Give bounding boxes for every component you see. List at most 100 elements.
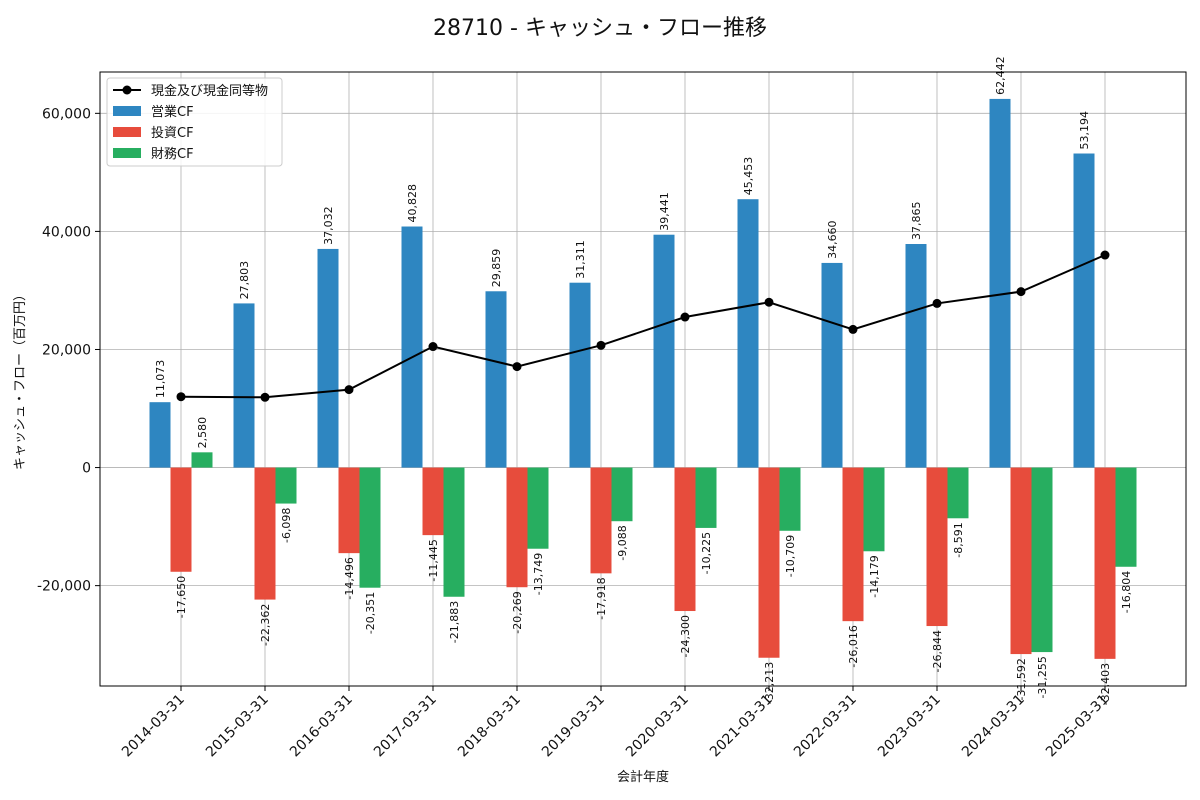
cash-point[interactable]: [764, 297, 774, 307]
y-axis-label: キャッシュ・フロー（百万円）: [13, 288, 28, 470]
x-tick-label: 2023-03-31: [875, 692, 944, 761]
bar-営業CF[interactable]: [149, 402, 171, 468]
bar-財務CF[interactable]: [275, 467, 297, 504]
cash-line-path: [180, 254, 1106, 399]
bar-value-label: -26,016: [847, 625, 860, 667]
bar-投資CF[interactable]: [1010, 467, 1032, 655]
bar-投資CF[interactable]: [758, 467, 780, 658]
data-labels: 11,073 27,803 37,032 40,828 29,859 31,311 39,4…: [154, 56, 1133, 705]
cash-point[interactable]: [596, 340, 606, 350]
bar-value-label: 37,032: [322, 206, 335, 245]
cash-point[interactable]: [1100, 250, 1110, 260]
bar-営業CF[interactable]: [401, 226, 423, 468]
bar-投資CF[interactable]: [338, 467, 360, 554]
bar-value-label: -9,088: [616, 525, 629, 560]
bar-投資CF[interactable]: [506, 467, 528, 588]
bar-財務CF[interactable]: [191, 452, 213, 468]
bar-value-label: -14,179: [868, 555, 881, 597]
bar-財務CF[interactable]: [611, 467, 633, 522]
y-tick-label: 20,000: [42, 342, 91, 358]
bar-営業CF[interactable]: [989, 98, 1011, 468]
bar-value-label: 34,660: [826, 220, 839, 259]
x-tick-label: 2016-03-31: [287, 692, 356, 761]
bar-value-label: -17,650: [175, 576, 188, 618]
bar-value-label: -31,255: [1036, 656, 1049, 698]
bar-value-label: 62,442: [994, 56, 1007, 95]
x-tick-label: 2022-03-31: [791, 692, 860, 761]
bar-営業CF[interactable]: [233, 303, 255, 468]
bar-value-label: -21,883: [448, 601, 461, 643]
bar-投資CF[interactable]: [674, 467, 696, 612]
bar-投資CF[interactable]: [422, 467, 444, 536]
bar-value-label: -32,213: [763, 662, 776, 704]
bar-財務CF[interactable]: [359, 467, 381, 588]
bar-value-label: -20,351: [364, 592, 377, 634]
bar-財務CF[interactable]: [1031, 467, 1053, 653]
bar-財務CF[interactable]: [1115, 467, 1137, 567]
bar-投資CF[interactable]: [842, 467, 864, 622]
cash-point[interactable]: [932, 298, 942, 308]
plot-frame: [99, 71, 1187, 687]
cash-point[interactable]: [260, 392, 270, 402]
bar-財務CF[interactable]: [779, 467, 801, 531]
cash-point[interactable]: [1016, 287, 1026, 297]
bar-財務CF[interactable]: [443, 467, 465, 597]
x-tick-label: 2025-03-31: [1043, 692, 1112, 761]
bar-財務CF[interactable]: [863, 467, 885, 552]
bar-value-label: -16,804: [1120, 571, 1133, 613]
bar-投資CF[interactable]: [590, 467, 612, 574]
bar-value-label: -24,300: [679, 615, 692, 657]
bar-value-label: 2,580: [196, 417, 209, 449]
bar-value-label: -13,749: [532, 553, 545, 595]
bar-value-label: -17,918: [595, 577, 608, 619]
bar-投資CF[interactable]: [1094, 467, 1116, 659]
x-tick-label: 2020-03-31: [623, 692, 692, 761]
x-tick-label: 2017-03-31: [371, 692, 440, 761]
bar-財務CF[interactable]: [527, 467, 549, 549]
legend-label: 財務CF: [151, 147, 194, 162]
bar-営業CF[interactable]: [653, 234, 675, 468]
bar-value-label: -11,445: [427, 539, 440, 581]
legend-label: 営業CF: [151, 104, 194, 120]
bar-営業CF[interactable]: [485, 291, 507, 468]
bar-投資CF[interactable]: [254, 467, 276, 600]
legend-swatch: [113, 127, 141, 137]
bar-営業CF[interactable]: [317, 248, 339, 468]
bar-営業CF[interactable]: [1073, 153, 1095, 468]
bar-value-label: -10,709: [784, 535, 797, 577]
bar-財務CF[interactable]: [695, 467, 717, 528]
bar-営業CF[interactable]: [737, 199, 759, 468]
legend-swatch: [113, 106, 141, 116]
bar-投資CF[interactable]: [170, 467, 192, 572]
legend-marker: [122, 85, 132, 95]
bar-value-label: 53,194: [1078, 111, 1091, 150]
bar-value-label: -31,592: [1015, 658, 1028, 700]
legend-swatch: [113, 148, 141, 158]
bar-value-label: 27,803: [238, 261, 251, 300]
cash-point[interactable]: [428, 342, 438, 352]
bar-value-label: -20,269: [511, 591, 524, 633]
cash-point[interactable]: [344, 385, 354, 395]
bar-value-label: -26,844: [931, 630, 944, 672]
x-tick-label: 2014-03-31: [119, 692, 188, 761]
bar-value-label: 29,859: [490, 249, 503, 288]
cash-point[interactable]: [512, 362, 522, 372]
x-axis-label: 会計年度: [617, 769, 669, 785]
y-tick-label: 0: [82, 461, 91, 477]
bar-営業CF[interactable]: [821, 262, 843, 468]
y-tick-label: 40,000: [42, 224, 91, 240]
bar-営業CF[interactable]: [905, 244, 927, 468]
cash-point[interactable]: [680, 312, 690, 322]
cash-point[interactable]: [176, 392, 186, 402]
bar-営業CF[interactable]: [569, 282, 591, 468]
x-tick-label: 2015-03-31: [203, 692, 272, 761]
bars: [149, 98, 1137, 659]
bar-value-label: -32,403: [1099, 663, 1112, 705]
bar-投資CF[interactable]: [926, 467, 948, 627]
bar-財務CF[interactable]: [947, 467, 969, 519]
cash-point[interactable]: [848, 324, 858, 334]
y-tick-label: 60,000: [42, 106, 91, 122]
grid-lines: [100, 72, 1186, 686]
